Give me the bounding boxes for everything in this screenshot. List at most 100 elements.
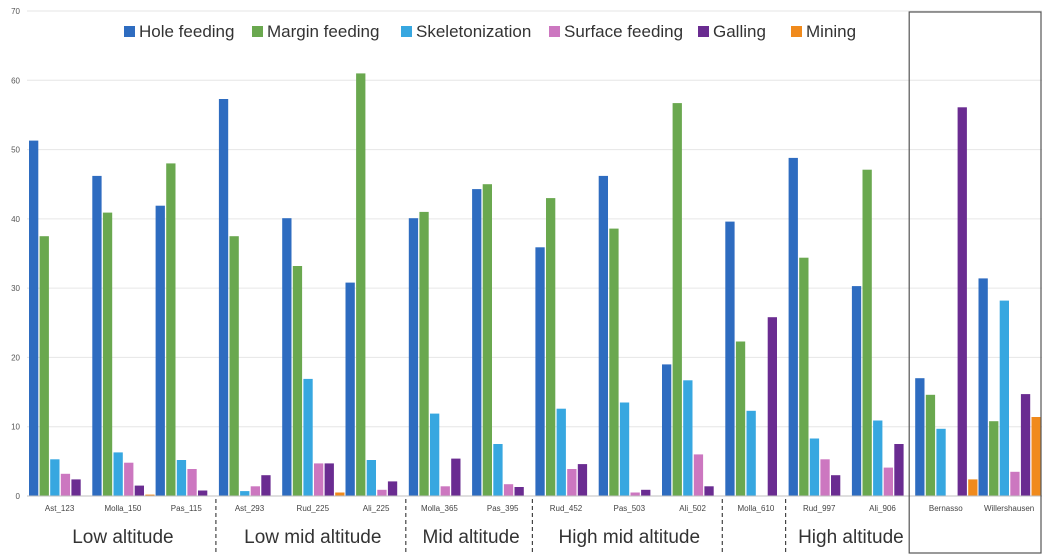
altitude-groups: Low altitude Low mid altitude Mid altitude…: [72, 499, 904, 554]
category-label-ali-906: Ali_906: [869, 504, 896, 513]
bar-hole-feeding-ali-225: [345, 282, 355, 496]
group-label-mid-altitude: Mid altitude: [423, 527, 520, 548]
bar-galling-rud-225: [324, 463, 334, 496]
bar-surface-feeding-rud-452: [567, 469, 577, 496]
bar-skeletonization-pas-395: [493, 444, 503, 496]
bar-margin-feeding-pas-115: [166, 163, 176, 496]
bar-hole-feeding-rud-225: [282, 218, 292, 496]
bar-margin-feeding-pas-503: [609, 228, 619, 496]
bar-hole-feeding-ali-502: [662, 364, 672, 496]
bar-mining-molla-150: [145, 494, 155, 496]
bar-galling-rud-452: [577, 464, 588, 496]
bar-hole-feeding-pas-395: [472, 189, 482, 496]
legend-label-hole-feeding: Hole feeding: [139, 22, 234, 41]
bar-hole-feeding-willershausen: [978, 278, 988, 496]
bar-galling-bernasso: [957, 107, 967, 497]
bar-hole-feeding-ast-293: [218, 99, 229, 496]
bar-galling-pas-503: [641, 489, 651, 496]
bar-galling-rud-997: [831, 475, 841, 496]
category-label-ast-293: Ast_293: [235, 504, 265, 513]
bar-galling-ast-293: [261, 475, 271, 496]
category-label-molla-610: Molla_610: [737, 504, 774, 513]
bar-skeletonization-willershausen: [999, 300, 1009, 496]
bar-surface-feeding-pas-395: [503, 484, 514, 496]
bar-skeletonization-molla-610: [746, 410, 756, 496]
bar-galling-ast-123: [71, 479, 81, 496]
category-label-bernasso: Bernasso: [929, 504, 963, 513]
category-label-willershausen: Willershausen: [984, 504, 1034, 513]
bar-galling-pas-115: [198, 490, 208, 496]
bar-margin-feeding-ali-906: [862, 169, 872, 496]
y-axis-ticks: 0 10 20 30 40 50 60 70: [11, 7, 20, 501]
bar-hole-feeding-rud-997: [788, 157, 798, 496]
group-label-high-altitude: High altitude: [798, 527, 904, 548]
category-label-rud-225: Rud_225: [297, 504, 330, 513]
bar-skeletonization-ali-906: [873, 420, 883, 496]
bar-margin-feeding-molla-365: [419, 211, 429, 496]
legend-label-skeletonization: Skeletonization: [416, 22, 531, 41]
bar-mining-rud-225: [335, 492, 345, 496]
y-tick-label: 30: [11, 284, 20, 293]
bar-margin-feeding-molla-610: [735, 341, 746, 496]
bar-hole-feeding-molla-610: [725, 221, 735, 496]
group-label-high-mid-altitude: High mid altitude: [559, 527, 701, 548]
bar-galling-ali-225: [387, 481, 398, 496]
bar-skeletonization-ali-225: [366, 460, 376, 496]
bar-surface-feeding-ali-502: [693, 454, 704, 496]
bar-margin-feeding-willershausen: [989, 421, 999, 496]
bar-skeletonization-molla-150: [113, 452, 123, 496]
bar-surface-feeding-willershausen: [1010, 471, 1020, 497]
bar-skeletonization-ast-293: [240, 491, 250, 496]
bars: [29, 73, 1041, 497]
bar-surface-feeding-pas-115: [187, 469, 197, 496]
bar-margin-feeding-pas-395: [482, 184, 492, 496]
category-labels: Ast_123 Molla_150 Pas_115 Ast_293 Rud_225 Ali…: [45, 504, 1034, 513]
bar-skeletonization-pas-115: [176, 460, 187, 496]
bar-margin-feeding-rud-452: [546, 198, 556, 496]
bar-galling-molla-365: [451, 458, 461, 496]
legend-label-margin-feeding: Margin feeding: [267, 22, 379, 41]
legend-swatch-margin-feeding: [252, 26, 263, 37]
bar-galling-willershausen: [1020, 394, 1031, 496]
legend-label-surface-feeding: Surface feeding: [564, 22, 683, 41]
legend-swatch-skeletonization: [401, 26, 412, 37]
bar-hole-feeding-pas-115: [155, 205, 165, 496]
category-label-rud-452: Rud_452: [550, 504, 583, 513]
bar-hole-feeding-rud-452: [535, 247, 545, 496]
legend-swatch-surface-feeding: [549, 26, 560, 37]
bar-surface-feeding-ast-293: [250, 486, 260, 496]
bar-hole-feeding-molla-365: [408, 218, 419, 496]
bar-galling-molla-610: [767, 317, 777, 496]
bar-surface-feeding-rud-997: [820, 459, 830, 496]
bar-galling-ali-502: [704, 486, 714, 496]
bar-hole-feeding-pas-503: [598, 175, 608, 496]
bar-margin-feeding-ali-225: [356, 73, 366, 497]
bar-skeletonization-rud-452: [556, 408, 566, 496]
y-tick-label: 40: [11, 215, 20, 224]
bar-skeletonization-pas-503: [619, 402, 630, 496]
bar-galling-molla-150: [134, 485, 144, 496]
bar-hole-feeding-ast-123: [29, 140, 39, 496]
legend-swatch-galling: [698, 26, 709, 37]
bar-margin-feeding-rud-997: [799, 257, 809, 496]
bar-mining-willershausen: [1031, 417, 1041, 496]
bar-skeletonization-molla-365: [430, 413, 440, 496]
bar-surface-feeding-rud-225: [314, 463, 324, 496]
bar-surface-feeding-molla-150: [124, 462, 134, 496]
bar-margin-feeding-ast-123: [39, 236, 49, 496]
bar-margin-feeding-ali-502: [672, 103, 682, 496]
y-tick-label: 0: [16, 492, 21, 501]
bar-margin-feeding-ast-293: [229, 236, 239, 496]
fossil-site-box: [908, 11, 1042, 554]
bar-surface-feeding-ali-906: [883, 467, 893, 496]
gridlines: [27, 10, 1042, 428]
category-label-molla-365: Molla_365: [421, 504, 458, 513]
bar-galling-ali-906: [894, 444, 904, 496]
bar-skeletonization-bernasso: [936, 428, 946, 496]
bar-surface-feeding-ast-123: [60, 473, 71, 496]
y-tick-label: 10: [11, 423, 20, 432]
bar-galling-pas-395: [514, 487, 524, 496]
y-tick-label: 20: [11, 353, 20, 362]
y-tick-label: 50: [11, 146, 20, 155]
